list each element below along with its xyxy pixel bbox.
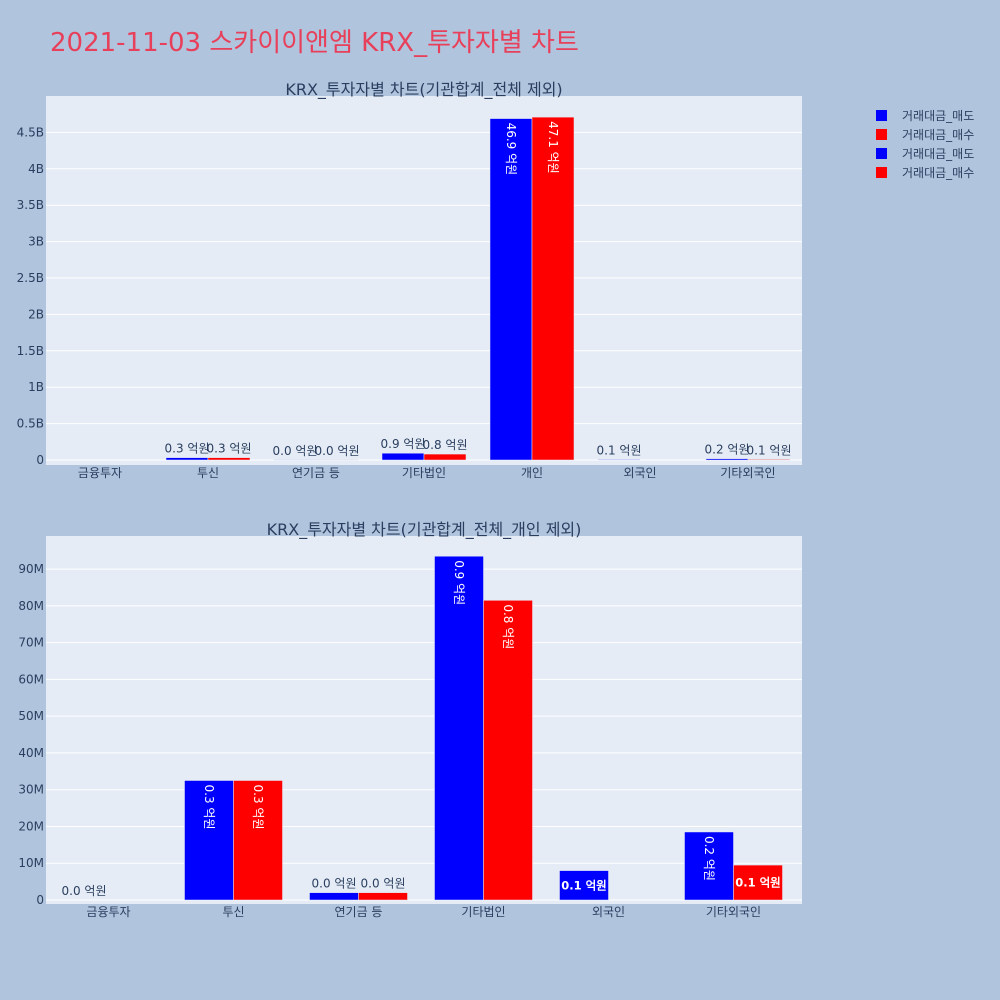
- data-label: 0.9 억원: [381, 437, 426, 451]
- legend-label: 거래대금_매도: [902, 147, 975, 161]
- y-tick-label: 80M: [18, 599, 44, 613]
- y-tick-label: 20M: [18, 819, 44, 833]
- legend-swatch: [876, 110, 887, 121]
- y-tick-label: 40M: [18, 746, 44, 760]
- x-tick-label: 외국인: [592, 905, 625, 919]
- data-label: 0.3 억원: [202, 785, 216, 830]
- y-tick-label: 3B: [28, 235, 44, 249]
- y-tick-label: 1B: [28, 380, 44, 394]
- data-label: 0.2 억원: [705, 443, 750, 457]
- y-tick-label: 10M: [18, 856, 44, 870]
- x-tick-label: 금융투자: [86, 905, 130, 919]
- y-tick-label: 4.5B: [17, 125, 44, 139]
- x-tick-label: 기타외국인: [720, 466, 775, 480]
- bar: [733, 864, 783, 901]
- legend-item[interactable]: 거래대금_매수: [876, 163, 974, 182]
- x-tick-label: 금융투자: [78, 466, 122, 480]
- data-label: 0.3 억원: [207, 442, 252, 456]
- bar: [233, 780, 283, 901]
- bar: [483, 600, 533, 901]
- legend-swatch: [876, 167, 887, 178]
- legend-label: 거래대금_매수: [902, 128, 975, 142]
- x-tick-label: 외국인: [623, 466, 656, 480]
- plot-area: [46, 536, 802, 904]
- legend-swatch: [876, 129, 887, 140]
- data-label: 0.0 억원: [62, 884, 107, 898]
- y-tick-label: 4B: [28, 162, 44, 176]
- y-tick-label: 0: [36, 453, 44, 467]
- x-tick-label: 기타외국인: [706, 905, 761, 919]
- bar: [207, 457, 251, 461]
- y-tick-label: 2.5B: [17, 271, 44, 285]
- y-tick-label: 90M: [18, 562, 44, 576]
- bar: [434, 555, 484, 901]
- page-title: 2021-11-03 스카이이앤엠 KRX_투자자별 차트: [50, 28, 579, 58]
- bar: [423, 453, 467, 461]
- x-tick-label: 기타법인: [461, 905, 505, 919]
- legend-item[interactable]: 거래대금_매수: [876, 125, 974, 144]
- y-tick-label: 70M: [18, 636, 44, 650]
- x-tick-label: 연기금 등: [335, 905, 383, 919]
- x-tick-label: 기타법인: [402, 466, 446, 480]
- bar: [381, 452, 425, 461]
- y-tick-label: 60M: [18, 672, 44, 686]
- y-tick-label: 3.5B: [17, 198, 44, 212]
- bar: [705, 458, 749, 461]
- data-label: 0.1 억원: [747, 443, 792, 457]
- data-label: 0.1 억원: [735, 876, 781, 890]
- data-label: 0.1 억원: [597, 443, 642, 457]
- data-label: 0.0 억원: [273, 444, 318, 458]
- y-tick-label: 1.5B: [17, 344, 44, 358]
- x-tick-label: 투신: [222, 905, 244, 919]
- x-tick-label: 투신: [197, 466, 219, 480]
- bar: [309, 892, 359, 901]
- legend-swatch: [876, 148, 887, 159]
- legend-item[interactable]: 거래대금_매도: [876, 106, 974, 125]
- y-tick-label: 30M: [18, 783, 44, 797]
- y-tick-label: 0: [36, 893, 44, 907]
- bar: [747, 459, 791, 461]
- y-tick-label: 0.5B: [17, 417, 44, 431]
- data-label: 0.9 억원: [452, 560, 466, 605]
- data-label: 0.3 억원: [251, 785, 265, 830]
- data-label: 0.0 억원: [361, 877, 406, 891]
- data-label: 46.9 억원: [504, 123, 518, 176]
- data-label: 47.1 억원: [546, 121, 560, 174]
- bar: [184, 780, 234, 901]
- bar: [559, 870, 609, 901]
- data-label: 0.8 억원: [423, 438, 468, 452]
- data-label: 0.8 억원: [501, 604, 515, 649]
- data-label: 0.2 억원: [702, 836, 716, 881]
- bar: [531, 116, 575, 461]
- bar: [597, 459, 641, 461]
- legend: 거래대금_매도 거래대금_매수 거래대금_매도 거래대금_매수: [876, 106, 974, 182]
- bar: [358, 892, 408, 901]
- chart-title: KRX_투자자별 차트(기관합계_전체_개인 제외): [267, 520, 582, 540]
- x-tick-label: 연기금 등: [292, 466, 340, 480]
- legend-item[interactable]: 거래대금_매도: [876, 144, 974, 163]
- data-label: 0.0 억원: [315, 444, 360, 458]
- bar: [165, 457, 209, 461]
- plot-area: [46, 96, 802, 465]
- y-tick-label: 50M: [18, 709, 44, 723]
- data-label: 0.3 억원: [165, 442, 210, 456]
- data-label: 0.0 억원: [312, 877, 357, 891]
- legend-label: 거래대금_매수: [902, 166, 975, 180]
- legend-label: 거래대금_매도: [902, 109, 975, 123]
- y-tick-label: 2B: [28, 307, 44, 321]
- data-label: 0.1 억원: [561, 878, 607, 892]
- x-tick-label: 개인: [521, 466, 543, 480]
- bar: [684, 831, 734, 901]
- chart-title: KRX_투자자별 차트(기관합계_전체 제외): [285, 80, 562, 100]
